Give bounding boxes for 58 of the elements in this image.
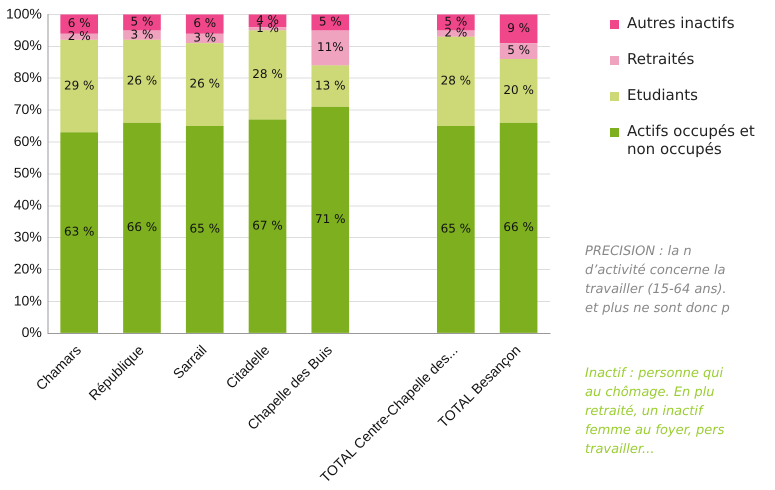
- y-tick-label: 40%: [14, 196, 42, 213]
- data-label: 67 %: [252, 218, 283, 232]
- data-label: 5 %: [130, 14, 154, 28]
- data-label: 2 %: [444, 26, 468, 40]
- bar: [500, 14, 538, 44]
- data-label: 71 %: [315, 212, 346, 226]
- bar: [60, 40, 98, 132]
- data-label: 6 %: [193, 16, 216, 30]
- legend-label: Actifs occupés et non occupés: [627, 122, 756, 158]
- data-label: 3 %: [193, 30, 216, 44]
- data-label: 6 %: [68, 16, 91, 30]
- y-tick-label: 10%: [14, 292, 42, 308]
- y-tick-label: 70%: [14, 100, 42, 117]
- data-label: 5 %: [444, 14, 468, 28]
- data-label: 20 %: [503, 83, 534, 98]
- data-label: 66 %: [126, 220, 158, 234]
- data-label: 66 %: [503, 220, 534, 234]
- data-label: 26 %: [189, 76, 220, 91]
- y-tick-label: 30%: [14, 228, 42, 245]
- bar: [437, 36, 475, 126]
- data-label: 5 %: [507, 43, 530, 58]
- bar: [60, 132, 98, 333]
- data-label: 28 %: [440, 74, 472, 88]
- bar: [311, 106, 350, 333]
- bar: [123, 40, 161, 123]
- data-label: 63 %: [64, 224, 94, 239]
- bar: [186, 126, 224, 333]
- y-tick-label: 80%: [14, 69, 42, 86]
- bar: [123, 122, 161, 333]
- data-label: 29 %: [64, 78, 94, 92]
- data-label: 26 %: [126, 74, 158, 88]
- y-tick-label: 20%: [14, 260, 42, 276]
- data-label: 13 %: [315, 78, 346, 92]
- data-label: 65 %: [440, 222, 472, 236]
- legend-label: Autres inactifs: [627, 14, 735, 32]
- bar: [500, 59, 538, 123]
- data-label: 3 %: [130, 27, 154, 42]
- y-tick-label: 0%: [22, 324, 42, 340]
- data-label: 65 %: [189, 222, 220, 236]
- data-label: 11%: [316, 40, 344, 54]
- bar: [186, 43, 224, 126]
- text: Inactif : personne qui au chômage. En plu retraité, un inactif femme au foyer, pers travailler...: [585, 365, 724, 459]
- legend-label: Retraités: [627, 50, 694, 68]
- bar: [311, 65, 350, 107]
- y-tick-label: 50%: [14, 164, 42, 181]
- data-label: 28 %: [252, 67, 283, 82]
- data-label: 2 %: [68, 28, 91, 43]
- bar: [500, 122, 538, 333]
- y-tick-label: 100%: [6, 5, 42, 22]
- y-tick-label: 90%: [14, 37, 42, 54]
- bar: [311, 30, 350, 66]
- data-label: 5 %: [318, 14, 342, 28]
- y-tick-label: 60%: [14, 132, 42, 149]
- text: PRECISION : la n d’activité concerne la travailler (15-64 ans). et plus ne sont donc p: [585, 243, 730, 318]
- bar: [437, 126, 475, 333]
- legend-label: Etudiants: [627, 86, 698, 104]
- data-label: 9 %: [507, 20, 530, 35]
- bar: [248, 120, 286, 333]
